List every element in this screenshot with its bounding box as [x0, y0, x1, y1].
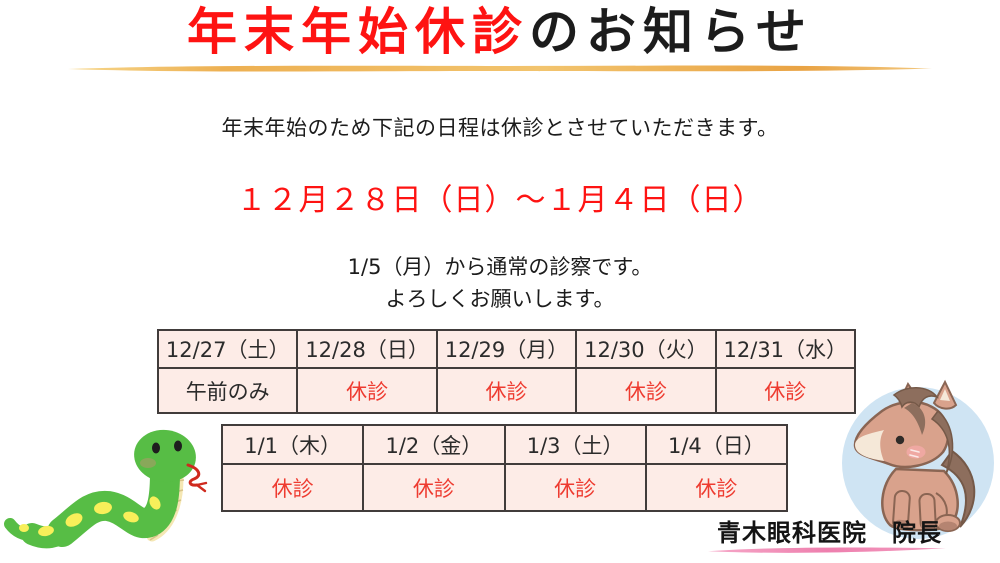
closed-status-cell: 休診	[644, 463, 789, 512]
schedule-date-header: 12/30（火）	[575, 329, 717, 369]
horse-illustration	[853, 379, 976, 532]
page-title: 年末年始休診のお知らせ	[0, 2, 1000, 62]
signature-underline-stroke	[708, 547, 946, 553]
closed-status-cell: 休診	[714, 367, 857, 414]
schedule-date-header: 1/3（土）	[503, 424, 647, 465]
clinic-signature: 青木眼科医院 院長	[717, 519, 942, 547]
schedule-table: 1/1（木） 1/2（金） 1/3（土） 1/4（日） 休診 休診 休診 休診	[220, 424, 789, 512]
intro-text: 年末年始のため下記の日程は休診とさせていただきます。	[221, 116, 779, 140]
closed-status-cell: 休診	[296, 367, 438, 414]
schedule-date-header: 12/31（水）	[714, 329, 857, 369]
closed-status-cell: 休診	[503, 463, 647, 512]
schedule-date-header: 12/27（土）	[156, 329, 299, 369]
open-status-cell: 午前のみ	[156, 367, 299, 414]
closed-status-cell: 休診	[575, 367, 717, 414]
schedule-date-header: 1/2（金）	[362, 424, 506, 465]
snake-illustration	[4, 429, 208, 549]
closed-status-cell: 休診	[220, 463, 365, 512]
title-rest-part: のお知らせ	[529, 3, 813, 61]
closed-status-cell: 休診	[362, 463, 506, 512]
schedule-date-header: 12/28（日）	[296, 329, 438, 369]
resume-text-line2: よろしくお願いします。	[385, 287, 615, 311]
title-highlighted-part: 年末年始休診	[187, 3, 529, 61]
schedule-table-january: 1/1（木） 1/2（金） 1/3（土） 1/4（日） 休診 休診 休診 休診	[220, 424, 789, 512]
schedule-table-december: 12/27（土） 12/28（日） 12/29（月） 12/30（火） 12/31（水）…	[156, 329, 857, 414]
schedule-date-header: 12/29（月）	[435, 329, 578, 369]
closed-status-cell: 休診	[435, 367, 578, 414]
closure-period-text: １２月２８日（日）～１月４日（日）	[236, 183, 764, 218]
schedule-date-header: 1/1（木）	[220, 424, 365, 465]
schedule-date-header: 1/4（日）	[644, 424, 789, 465]
horse-badge	[842, 379, 994, 539]
schedule-table: 12/27（土） 12/28（日） 12/29（月） 12/30（火） 12/31（水）…	[156, 329, 857, 414]
title-underline-stroke	[68, 65, 932, 72]
resume-text-line1: 1/5（月）から通常の診察です。	[347, 255, 653, 279]
